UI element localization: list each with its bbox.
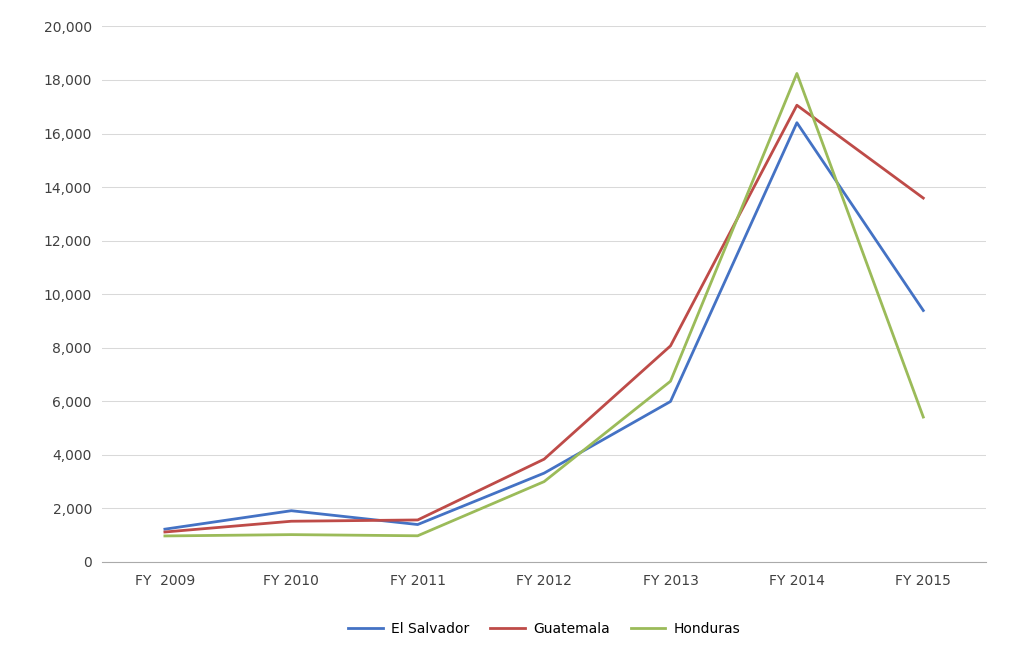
Line: Guatemala: Guatemala [165, 105, 923, 532]
Guatemala [412, 516, 424, 524]
El Salvador [412, 521, 424, 529]
Honduras [412, 532, 424, 540]
Honduras [791, 69, 803, 77]
Guatemala [285, 518, 297, 525]
Honduras [664, 377, 676, 385]
Line: El Salvador: El Salvador [165, 123, 923, 529]
Line: Honduras: Honduras [165, 73, 923, 536]
Honduras [917, 413, 930, 421]
Guatemala [159, 528, 171, 536]
Guatemala [791, 101, 803, 109]
El Salvador [538, 469, 550, 477]
El Salvador [159, 525, 171, 533]
Honduras [285, 531, 297, 539]
Guatemala [538, 455, 550, 463]
Guatemala [917, 194, 930, 202]
El Salvador [664, 397, 676, 405]
El Salvador [791, 119, 803, 127]
El Salvador [285, 507, 297, 515]
Honduras [159, 532, 171, 540]
Legend: El Salvador, Guatemala, Honduras: El Salvador, Guatemala, Honduras [348, 623, 740, 637]
El Salvador [917, 307, 930, 315]
Guatemala [664, 342, 676, 350]
Honduras [538, 478, 550, 486]
